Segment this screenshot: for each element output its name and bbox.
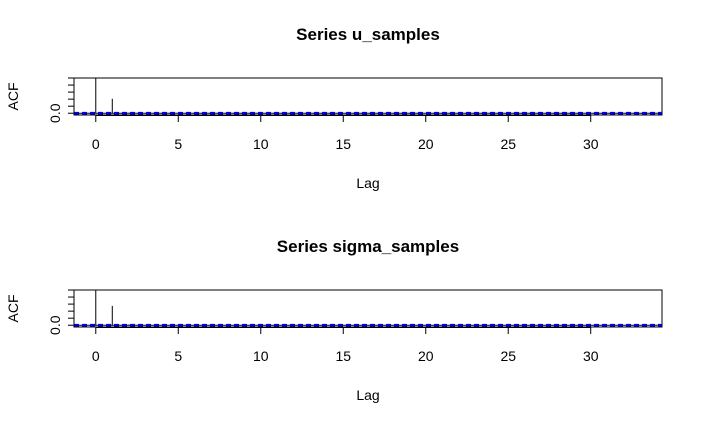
y-axis-label: ACF	[5, 83, 21, 111]
x-tick-label: 5	[174, 348, 182, 364]
chart-title: Series sigma_samples	[277, 237, 459, 256]
x-tick-label: 0	[92, 136, 100, 152]
x-tick-label: 25	[500, 136, 516, 152]
plot-frame	[73, 289, 663, 328]
acf-chart-sigma-samples: Series sigma_samples 0.0 ACF 0 5 10 15 20 25 30 La…	[5, 237, 663, 403]
x-tick-label: 20	[418, 136, 434, 152]
x-tick-label: 30	[583, 136, 599, 152]
x-tick-label: 25	[500, 348, 516, 364]
y-tick-label: 0.0	[47, 103, 63, 123]
x-tick-label: 0	[92, 348, 100, 364]
y-tick-label: 0.0	[47, 315, 63, 335]
plot-frame	[73, 77, 663, 116]
x-axis-label: Lag	[356, 387, 379, 403]
x-tick-label: 20	[418, 348, 434, 364]
acf-panel-u-samples: Series u_samples 0.0 ACF 0 5 10 15 20 25 30 Lag	[0, 0, 704, 212]
x-tick-label: 15	[335, 348, 351, 364]
acf-panel-sigma-samples: Series sigma_samples 0.0 ACF 0 5 10 15 20 25 30 La…	[0, 212, 704, 424]
y-axis-label: ACF	[5, 295, 21, 323]
x-tick-label: 5	[174, 136, 182, 152]
x-tick-label: 30	[583, 348, 599, 364]
x-tick-label: 10	[253, 136, 269, 152]
x-axis-label: Lag	[356, 175, 379, 191]
acf-chart-u-samples: Series u_samples 0.0 ACF 0 5 10 15 20 25 30 Lag	[5, 25, 663, 191]
chart-title: Series u_samples	[296, 25, 440, 44]
x-tick-label: 10	[253, 348, 269, 364]
x-tick-label: 15	[335, 136, 351, 152]
